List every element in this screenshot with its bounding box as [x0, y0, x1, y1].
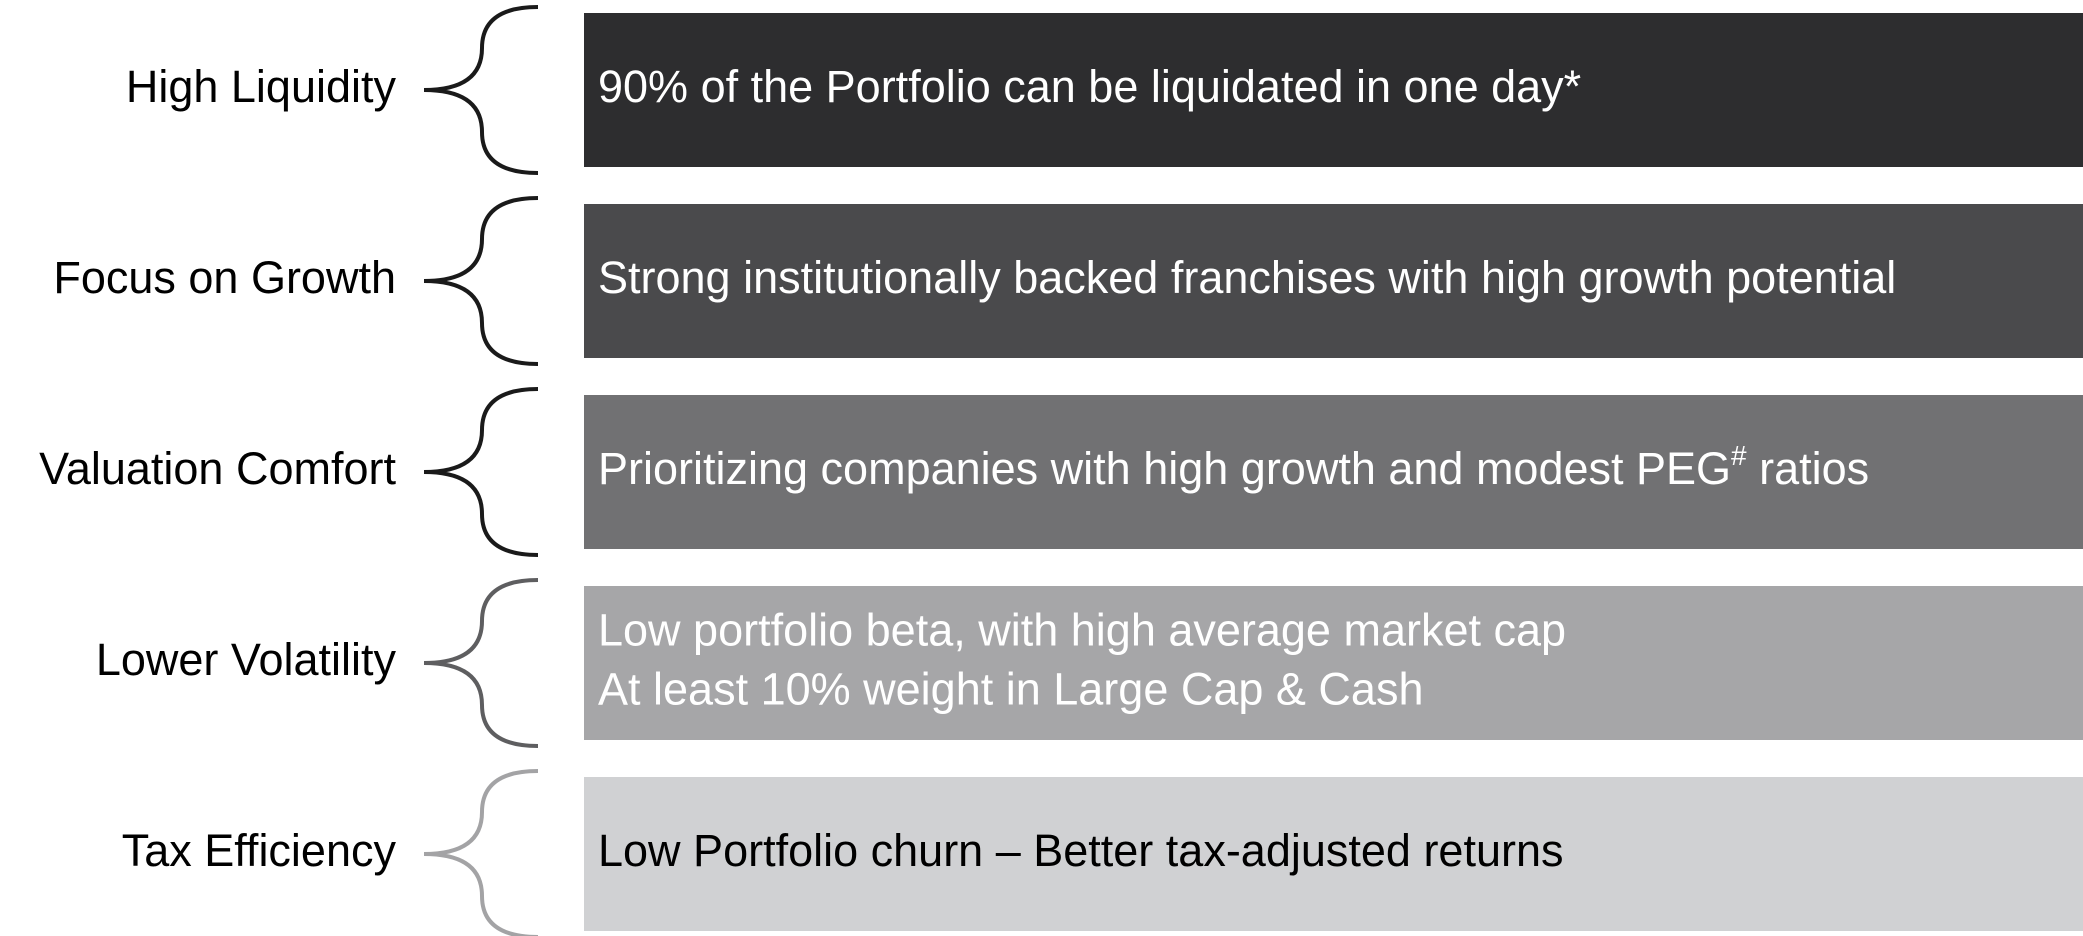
superscript: #: [1731, 440, 1747, 471]
row-label: Tax Efficiency: [122, 825, 397, 876]
row-text-part: 90% of the Portfolio can be liquidated i…: [598, 61, 1581, 112]
row-text: Strong institutionally backed franchises…: [598, 252, 1896, 303]
brace: [423, 196, 539, 366]
row-box: [584, 395, 2083, 549]
row-text: 90% of the Portfolio can be liquidated i…: [598, 61, 1581, 112]
brace: [423, 387, 539, 557]
row-text-part: ratios: [1747, 443, 1870, 494]
row-box: [584, 13, 2083, 167]
row-text-part: Low portfolio beta, with high average ma…: [598, 604, 1566, 655]
row-text-part: Prioritizing companies with high growth …: [598, 443, 1731, 494]
row-label: High Liquidity: [126, 61, 397, 112]
row-text: Prioritizing companies with high growth …: [598, 440, 1869, 494]
brace: [423, 769, 539, 936]
row-text-part: Strong institutionally backed franchises…: [598, 252, 1896, 303]
row-box: [584, 777, 2083, 931]
row-text-part: Low Portfolio churn – Better tax-adjuste…: [598, 825, 1564, 876]
row-label: Valuation Comfort: [39, 443, 396, 494]
row-text: At least 10% weight in Large Cap & Cash: [598, 663, 1423, 714]
row-label: Focus on Growth: [53, 252, 396, 303]
brace: [423, 5, 539, 175]
brace: [423, 578, 539, 748]
row-text: Low portfolio beta, with high average ma…: [598, 604, 1566, 655]
row-box: [584, 204, 2083, 358]
row-text-part: At least 10% weight in Large Cap & Cash: [598, 663, 1423, 714]
row-label: Lower Volatility: [96, 634, 397, 685]
row-text: Low Portfolio churn – Better tax-adjuste…: [598, 825, 1564, 876]
row-box: [584, 586, 2083, 740]
